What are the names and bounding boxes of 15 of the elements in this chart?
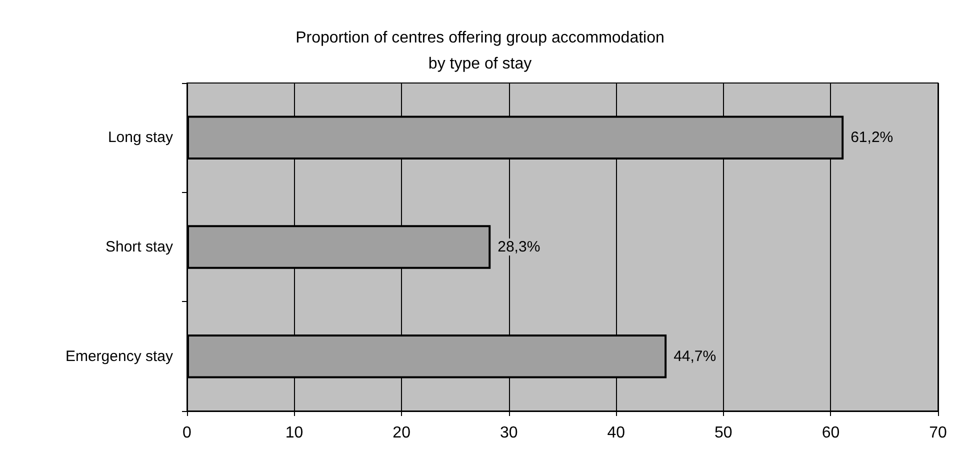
x-tick-label: 0 [182,424,192,442]
y-tick-label: Long stay [108,129,174,146]
x-tick-label: 60 [822,424,840,442]
x-tick-label: 40 [607,424,626,442]
x-tick-label: 50 [714,424,732,442]
x-tick-label: 70 [929,424,947,442]
y-tick-label: Short stay [105,238,174,256]
x-tick-label: 30 [500,424,518,442]
data-label: 61,2% [850,129,894,146]
x-tick-label: 20 [392,424,411,442]
data-label: 28,3% [498,238,540,256]
chart-title: Proportion of centres offering group accommodation by type of stay [296,30,664,72]
y-tick-label: Emergency stay [65,348,174,365]
data-label: 44,7% [674,348,716,365]
x-tick-label: 10 [285,424,304,442]
